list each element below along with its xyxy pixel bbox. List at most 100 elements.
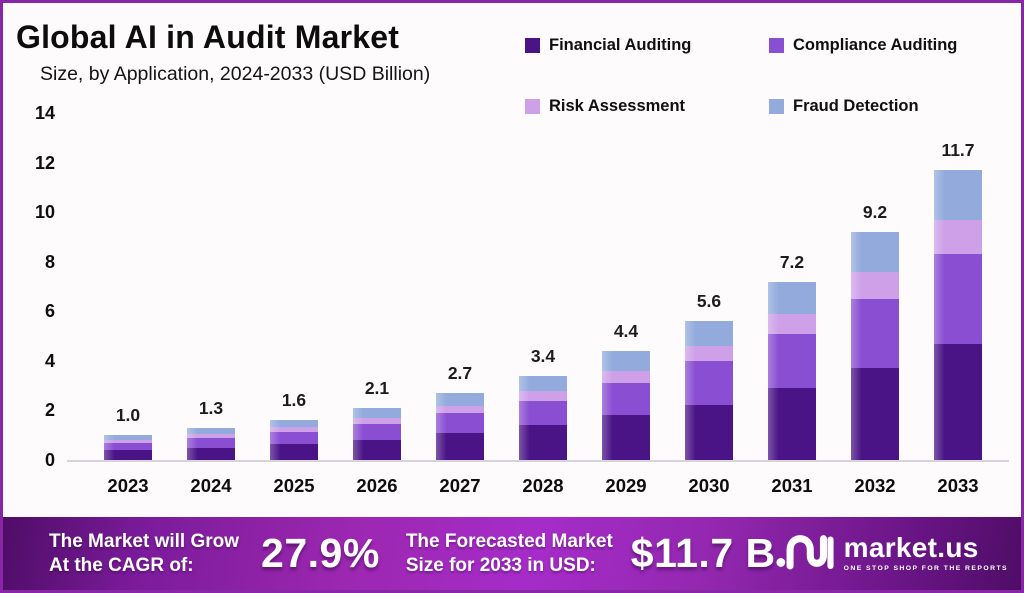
bar-segment-compliance-auditing-2030 [685, 360, 733, 406]
bar-total-label-2024: 1.3 [198, 397, 224, 418]
bar-segment-financial-auditing-2031 [768, 388, 816, 460]
forecast-label-line2: Size for 2033 in USD: [405, 554, 596, 576]
bar-segment-compliance-auditing-2031 [768, 333, 816, 389]
chart-legend: Financial Auditing Compliance Auditing Ris… [525, 36, 1003, 116]
bar-segment-fraud-detection-2029 [602, 350, 650, 371]
bar-segment-compliance-auditing-2027 [436, 412, 484, 433]
cagr-value: 27.9% [261, 530, 380, 576]
bar-segment-financial-auditing-2032 [851, 368, 899, 460]
brand-name: market.us [843, 532, 979, 564]
bar-2024 [187, 427, 235, 461]
bar-total-label-2032: 9.2 [862, 201, 888, 222]
bar-total-label-2026: 2.1 [364, 377, 390, 398]
bar-segment-compliance-auditing-2025 [270, 431, 318, 444]
cagr-label-line2: At the CAGR of: [49, 554, 194, 576]
bar-segment-fraud-detection-2030 [685, 321, 733, 347]
x-tick-2023: 2023 [107, 475, 149, 496]
bar-2026 [353, 407, 401, 461]
bar-2025 [270, 420, 318, 460]
bar-segment-risk-assessment-2030 [685, 346, 733, 361]
bar-segment-risk-assessment-2027 [436, 405, 484, 413]
bar-2032 [851, 231, 899, 461]
bar-segment-fraud-detection-2026 [353, 407, 401, 418]
bar-2023 [104, 435, 152, 460]
bar-total-label-2025: 1.6 [281, 390, 307, 411]
bar-total-label-2028: 3.4 [530, 345, 556, 366]
banner-footer: The Market will Grow At the CAGR of: 27.… [3, 517, 1021, 590]
bar-segment-fraud-detection-2031 [768, 281, 816, 314]
bar-2031 [768, 281, 816, 461]
x-tick-2027: 2027 [439, 475, 481, 496]
bar-segment-financial-auditing-2023 [104, 450, 152, 460]
y-tick-8: 8 [44, 251, 55, 272]
legend-item-compliance-auditing: Compliance Auditing [769, 36, 1003, 55]
forecast-label: The Forecasted Market Size for 2033 in U… [406, 530, 613, 576]
legend-label: Compliance Auditing [793, 36, 958, 54]
bar-segment-financial-auditing-2026 [353, 440, 401, 460]
x-tick-2024: 2024 [190, 475, 232, 496]
bar-segment-financial-auditing-2029 [602, 415, 650, 460]
forecast-value: $11.7 B [630, 530, 776, 576]
y-tick-4: 4 [44, 350, 55, 371]
bar-segment-compliance-auditing-2028 [519, 400, 567, 426]
x-tick-2032: 2032 [854, 475, 896, 496]
bar-segment-financial-auditing-2024 [187, 447, 235, 460]
x-tick-2030: 2030 [688, 475, 730, 496]
brand-tagline: ONE STOP SHOP FOR THE REPORTS [843, 565, 1009, 573]
bar-segment-compliance-auditing-2032 [851, 298, 899, 369]
market-us-logo-icon [776, 530, 834, 577]
y-tick-2: 2 [44, 400, 55, 421]
bar-total-label-2031: 7.2 [779, 251, 805, 272]
y-tick-10: 10 [34, 202, 55, 223]
bar-segment-financial-auditing-2028 [519, 425, 567, 460]
legend-swatch-financial-auditing [525, 38, 540, 53]
x-tick-2029: 2029 [605, 475, 647, 496]
y-tick-14: 14 [34, 103, 55, 123]
bar-segment-risk-assessment-2033 [934, 219, 982, 255]
legend-item-fraud-detection: Fraud Detection [769, 97, 1003, 116]
x-tick-2025: 2025 [273, 475, 315, 496]
bar-segment-financial-auditing-2033 [934, 343, 982, 460]
bar-segment-financial-auditing-2025 [270, 443, 318, 460]
bar-segment-compliance-auditing-2029 [602, 383, 650, 416]
bar-segment-financial-auditing-2027 [436, 432, 484, 460]
bar-segment-risk-assessment-2029 [602, 370, 650, 384]
legend-item-risk-assessment: Risk Assessment [525, 97, 769, 116]
legend-swatch-risk-assessment [525, 99, 540, 114]
page-subtitle: Size, by Application, 2024-2033 (USD Bil… [40, 63, 431, 85]
bar-chart-plot-area: 1.0 2023 1.3 2024 1.6 2025 2.1 2026 2.7 2027 3.4 20… [67, 113, 1009, 496]
bar-segment-fraud-detection-2032 [851, 232, 899, 272]
bar-segment-financial-auditing-2030 [685, 405, 733, 460]
cagr-label: The Market will Grow At the CAGR of: [49, 530, 239, 576]
y-tick-0: 0 [44, 450, 55, 470]
x-tick-2031: 2031 [771, 475, 813, 496]
bar-2030 [685, 321, 733, 460]
bar-total-label-2030: 5.6 [696, 291, 722, 312]
bar-total-label-2027: 2.7 [447, 363, 473, 384]
legend-label: Financial Auditing [549, 36, 692, 54]
bar-total-label-2029: 4.4 [613, 320, 639, 341]
bar-segment-compliance-auditing-2026 [353, 424, 401, 441]
x-tick-2026: 2026 [356, 475, 398, 496]
bar-2029 [602, 350, 650, 461]
bar-2028 [519, 375, 567, 461]
x-tick-2028: 2028 [522, 475, 564, 496]
bar-segment-fraud-detection-2028 [519, 375, 567, 391]
legend-label: Risk Assessment [549, 97, 686, 115]
bar-segment-fraud-detection-2025 [270, 420, 318, 427]
legend-item-financial-auditing: Financial Auditing [525, 36, 769, 55]
cagr-label-line1: The Market will Grow [49, 531, 240, 553]
y-tick-12: 12 [34, 152, 55, 173]
y-axis: 0 2 4 6 8 10 12 14 [3, 104, 55, 469]
bar-segment-risk-assessment-2031 [768, 313, 816, 334]
bar-segment-compliance-auditing-2024 [187, 437, 235, 448]
legend-swatch-compliance-auditing [769, 38, 784, 53]
bar-total-label-2023: 1.0 [115, 405, 141, 426]
bar-total-label-2033: 11.7 [941, 140, 975, 161]
y-tick-6: 6 [44, 301, 55, 322]
x-tick-2033: 2033 [937, 475, 979, 496]
brand-text-block: market.us ONE STOP SHOP FOR THE REPORTS [844, 534, 1008, 573]
bar-segment-fraud-detection-2027 [436, 393, 484, 406]
bar-segment-risk-assessment-2032 [851, 271, 899, 299]
